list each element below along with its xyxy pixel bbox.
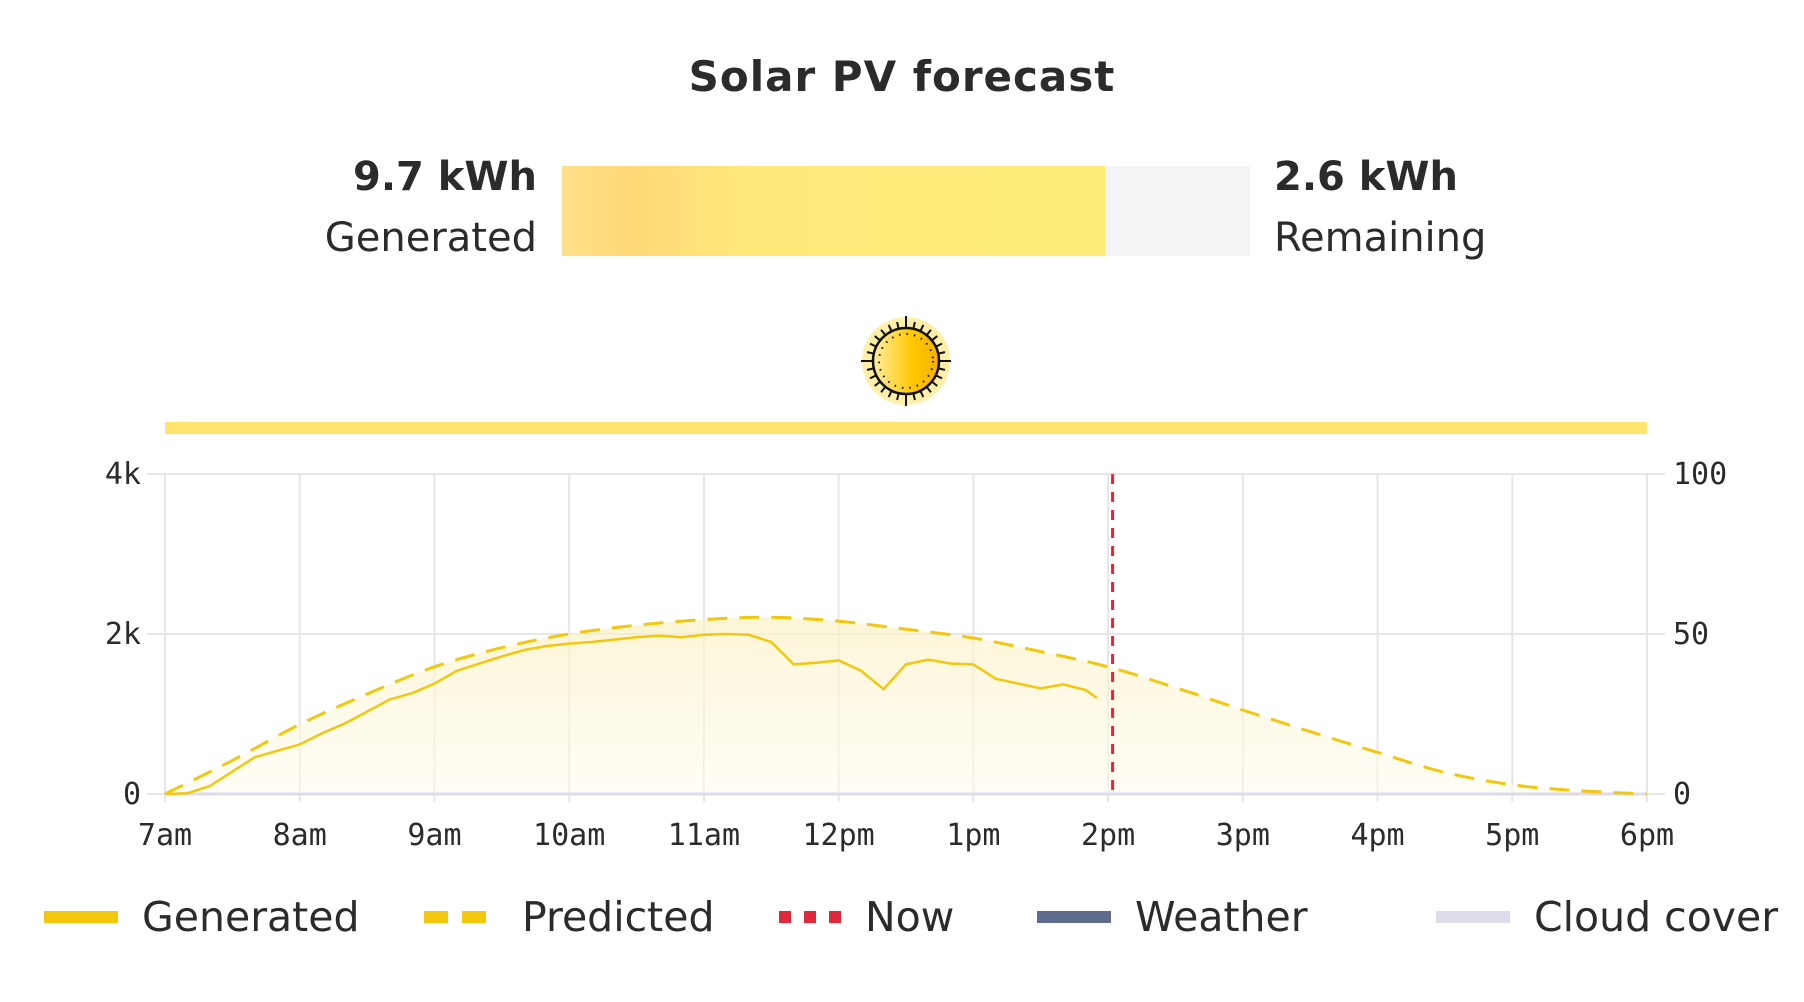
energy-progress-bar [562,166,1250,256]
sun-icon [861,316,951,406]
legend-generated-label: Generated [142,893,360,941]
y-left-tick-label: 2k [105,617,141,652]
x-tick-label: 1pm [946,818,1000,853]
legend-cloud-cover[interactable]: Cloud cover [1436,892,1778,942]
legend-now-swatch [779,911,841,923]
x-tick-label: 10am [533,818,605,853]
energy-progress-fill [562,166,1105,256]
x-tick-label: 9am [407,818,461,853]
x-tick-label: 5pm [1485,818,1539,853]
legend-predicted-swatch [424,911,498,923]
legend-predicted[interactable]: Predicted [424,892,714,942]
generated-label: Generated [324,215,537,261]
legend-weather-swatch [1037,911,1111,923]
generated-line [164,632,1098,796]
legend-generated[interactable]: Generated [44,892,360,942]
legend-generated-swatch [44,911,118,923]
x-tick-label: 7am [138,818,192,853]
legend-now-label: Now [865,893,955,941]
x-tick-label: 4pm [1350,818,1404,853]
y-right-tick-label: 50 [1673,617,1709,652]
legend-cloud-cover-swatch [1436,911,1510,923]
weather-band-sunny [165,422,1647,434]
remaining-value: 2.6 kWh [1274,154,1458,200]
x-tick-label: 3pm [1216,818,1270,853]
legend-weather-label: Weather [1135,893,1308,941]
chart-title: Solar PV forecast [688,52,1116,101]
x-tick-label: 11am [668,818,740,853]
remaining-label: Remaining [1274,215,1487,261]
y-left-tick-label: 4k [105,457,141,492]
legend-predicted-label: Predicted [522,893,715,941]
legend-now[interactable]: Now [779,892,954,942]
legend-weather[interactable]: Weather [1037,892,1308,942]
y-right-tick-label: 100 [1673,457,1727,492]
x-tick-label: 12pm [803,818,875,853]
legend-cloud-cover-label: Cloud cover [1534,893,1779,941]
x-tick-label: 2pm [1081,818,1135,853]
generated-value: 9.7 kWh [353,154,537,200]
y-left-tick-label: 0 [123,777,141,812]
x-tick-label: 8am [273,818,327,853]
predicted-line [164,615,1648,796]
x-tick-label: 6pm [1620,818,1674,853]
predicted-area [165,617,1647,794]
y-right-tick-label: 0 [1673,777,1691,812]
